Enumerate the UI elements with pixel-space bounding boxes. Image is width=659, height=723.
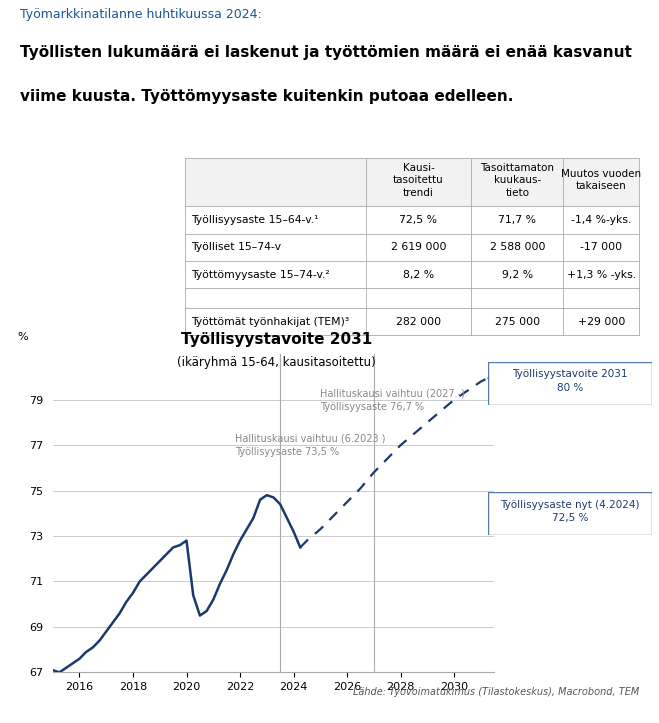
Text: (ikäryhmä 15-64, kausitasoitettu): (ikäryhmä 15-64, kausitasoitettu) xyxy=(177,356,376,369)
Text: Työlliset 15–74-v: Työlliset 15–74-v xyxy=(191,242,281,252)
Text: Hallituskausi vaihtuu (6.2023 )
Työllisyysaste 73,5 %: Hallituskausi vaihtuu (6.2023 ) Työllisy… xyxy=(235,434,385,457)
Text: Lähde: Työvoimatukimus (Tilastokeskus), Macrobond, TEM: Lähde: Työvoimatukimus (Tilastokeskus), … xyxy=(353,687,639,697)
Bar xyxy=(366,158,471,207)
Text: Tasoittamaton
kuukaus-
tieto: Tasoittamaton kuukaus- tieto xyxy=(480,163,554,197)
Text: Työllisyysaste nyt (4.2024)
72,5 %: Työllisyysaste nyt (4.2024) 72,5 % xyxy=(500,500,640,523)
Text: Työllisyystavoite 2031: Työllisyystavoite 2031 xyxy=(181,332,372,347)
Text: Työmarkkinatilanne huhtikuussa 2024:: Työmarkkinatilanne huhtikuussa 2024: xyxy=(20,8,262,21)
Text: +29 000: +29 000 xyxy=(578,317,625,327)
Text: Kausi-
tasoitettu
trendi: Kausi- tasoitettu trendi xyxy=(393,163,444,197)
Text: 275 000: 275 000 xyxy=(495,317,540,327)
Text: Työllisyysaste 15–64-v.¹: Työllisyysaste 15–64-v.¹ xyxy=(191,215,318,225)
Bar xyxy=(563,158,639,207)
Text: 282 000: 282 000 xyxy=(396,317,441,327)
Text: viime kuusta. Työttömyysaste kuitenkin putoaa edelleen.: viime kuusta. Työttömyysaste kuitenkin p… xyxy=(20,89,513,104)
Text: Muutos vuoden
takaiseen: Muutos vuoden takaiseen xyxy=(561,169,641,192)
Text: Työllisten lukumäärä ei laskenut ja työttömien määrä ei enää kasvanut: Työllisten lukumäärä ei laskenut ja työt… xyxy=(20,45,631,59)
Text: +1,3 % -yks.: +1,3 % -yks. xyxy=(567,270,636,280)
Text: 2 619 000: 2 619 000 xyxy=(391,242,446,252)
Bar xyxy=(471,158,563,207)
Text: Työttömät työnhakijat (TEM)³: Työttömät työnhakijat (TEM)³ xyxy=(191,317,349,327)
Text: Työttömyysaste 15–74-v.²: Työttömyysaste 15–74-v.² xyxy=(191,270,330,280)
Text: -17 000: -17 000 xyxy=(581,242,622,252)
Text: Hallituskausi vaihtuu (2027.-)
Työllisyysaste 76,7 %: Hallituskausi vaihtuu (2027.-) Työllisyy… xyxy=(320,388,465,411)
Text: 72,5 %: 72,5 % xyxy=(399,215,438,225)
Text: 71,7 %: 71,7 % xyxy=(498,215,536,225)
Text: Työllisyystavoite 2031
80 %: Työllisyystavoite 2031 80 % xyxy=(512,369,628,393)
Bar xyxy=(185,158,366,207)
Text: 9,2 %: 9,2 % xyxy=(501,270,533,280)
Text: -1,4 %-yks.: -1,4 %-yks. xyxy=(571,215,631,225)
Text: 2 588 000: 2 588 000 xyxy=(490,242,545,252)
Text: 8,2 %: 8,2 % xyxy=(403,270,434,280)
Text: %: % xyxy=(17,332,28,341)
